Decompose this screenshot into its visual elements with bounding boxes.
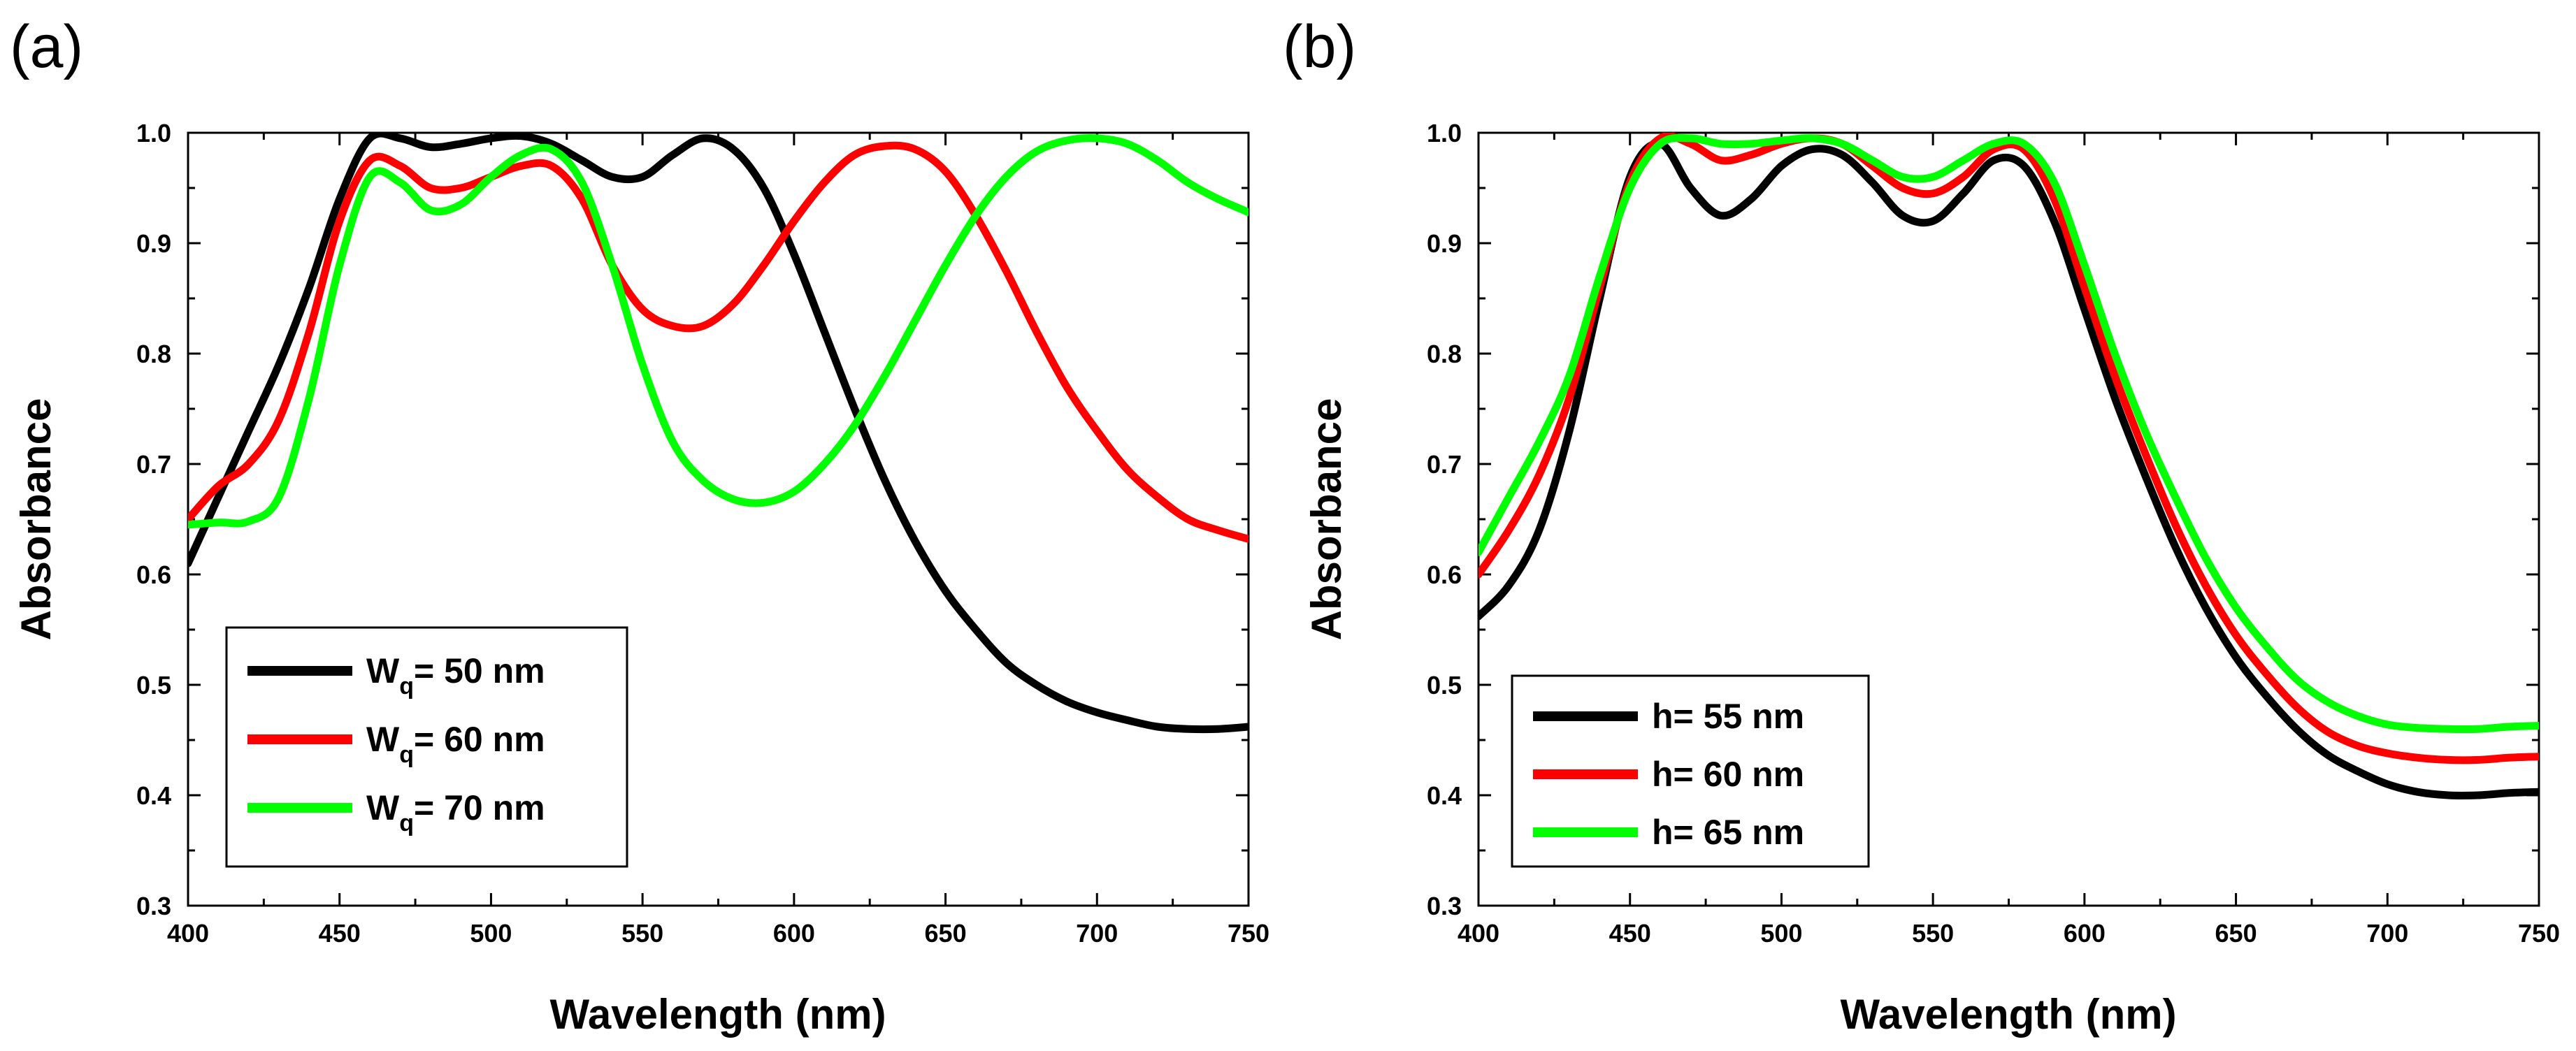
y-axis-title-a: Absorbance: [13, 398, 59, 641]
x-tick-label-a: 400: [167, 919, 209, 948]
tick-group-b: [1477, 131, 2540, 907]
legend-label-subscript: q: [399, 673, 414, 700]
x-tick-label-a: 700: [1076, 919, 1118, 948]
x-tick-label-b: 700: [2366, 919, 2408, 948]
legend-items-b: h= 55 nm h= 60 nm h= 65 nm: [1533, 697, 1804, 852]
y-tick-label-b: 0.6: [1427, 560, 1462, 589]
y-tick-label-b: 0.9: [1427, 229, 1462, 258]
legend-label-rest: = 50 nm: [414, 651, 545, 690]
x-tick-label-b: 400: [1458, 919, 1499, 948]
x-tick-label-a: 450: [319, 919, 361, 948]
legend-label-rest: = 70 nm: [414, 788, 545, 827]
tick-label-group-a: 400 450 500 550 600 650 700 750 0.3 0.4 0.5 0.6 0.7 0…: [136, 119, 1269, 948]
y-tick-label-a: 0.5: [136, 671, 171, 700]
y-tick-label-b: 0.5: [1427, 671, 1462, 700]
tick-label-group-b: 400 450 500 550 600 650 700 750 0.3 0.4 0.5 0.6 0.7 0…: [1427, 119, 2560, 948]
x-tick-label-a: 550: [621, 919, 663, 948]
x-tick-label-b: 600: [2064, 919, 2106, 948]
x-tick-label-a: 600: [773, 919, 815, 948]
y-tick-label-a: 0.7: [136, 450, 171, 479]
x-tick-label-a: 650: [925, 919, 967, 948]
legend-label-b-3: h= 65 nm: [1652, 813, 1804, 852]
y-tick-label-a: 0.9: [136, 229, 171, 258]
x-tick-label-b: 650: [2215, 919, 2257, 948]
legend-b: h= 55 nm h= 60 nm h= 65 nm: [1511, 674, 1870, 868]
legend-label-b-2: h= 60 nm: [1652, 755, 1804, 794]
y-tick-label-b: 0.3: [1427, 892, 1462, 920]
series-line-a-3: [188, 134, 1249, 529]
legend-label-main: h= 65 nm: [1652, 813, 1804, 852]
y-tick-label-a: 1.0: [136, 119, 171, 147]
series-line-a-2: [188, 141, 1249, 543]
y-axis-title-b: Absorbance: [1303, 398, 1350, 641]
legend-label-main: h= 60 nm: [1652, 755, 1804, 794]
legend-label-a-1: Wq= 50 nm: [366, 651, 545, 700]
series-group-b: [1478, 133, 2539, 799]
y-tick-label-a: 0.4: [136, 781, 171, 810]
legend-label-a-3: Wq= 70 nm: [366, 788, 545, 836]
x-tick-label-b: 500: [1760, 919, 1802, 948]
legend-label-main: W: [366, 651, 400, 690]
panel-label-b: (b): [1283, 13, 1356, 80]
x-axis-title-b: Wavelength (nm): [1840, 991, 2176, 1038]
legend-label-subscript: q: [399, 741, 414, 768]
y-tick-label-a: 0.3: [136, 892, 171, 920]
y-tick-label-b: 1.0: [1427, 119, 1462, 147]
legend-label-rest: = 60 nm: [414, 720, 545, 759]
x-tick-label-b: 450: [1609, 919, 1651, 948]
legend-label-main: W: [366, 720, 400, 759]
chart-panel-a: (a) 400 450 500 550 600 650 700 750 0.3 0.4 0.5 0.6…: [10, 13, 1269, 1038]
legend-label-a-2: Wq= 60 nm: [366, 720, 545, 768]
x-tick-label-b: 750: [2518, 919, 2560, 948]
x-tick-label-a: 750: [1228, 919, 1269, 948]
series-group-a: [188, 133, 1249, 734]
series-line-b-3: [1478, 133, 2539, 733]
x-tick-label-a: 500: [470, 919, 512, 948]
y-tick-label-a: 0.6: [136, 560, 171, 589]
y-tick-label-b: 0.7: [1427, 450, 1462, 479]
y-tick-label-a: 0.8: [136, 340, 171, 368]
x-axis-title-a: Wavelength (nm): [549, 991, 886, 1038]
x-tick-label-b: 550: [1912, 919, 1954, 948]
series-line-a-1: [188, 133, 1249, 734]
legend-label-main: h= 55 nm: [1652, 697, 1804, 736]
y-tick-label-b: 0.8: [1427, 340, 1462, 368]
legend-label-main: W: [366, 788, 400, 827]
legend-label-b-1: h= 55 nm: [1652, 697, 1804, 736]
y-tick-label-b: 0.4: [1427, 781, 1462, 810]
chart-panel-b: (b) 400 450 500 550 600 650 700 750 0.3 0.4 0.5 0.6…: [1283, 13, 2560, 1038]
panel-label-a: (a): [10, 13, 83, 80]
legend-label-subscript: q: [399, 810, 414, 836]
